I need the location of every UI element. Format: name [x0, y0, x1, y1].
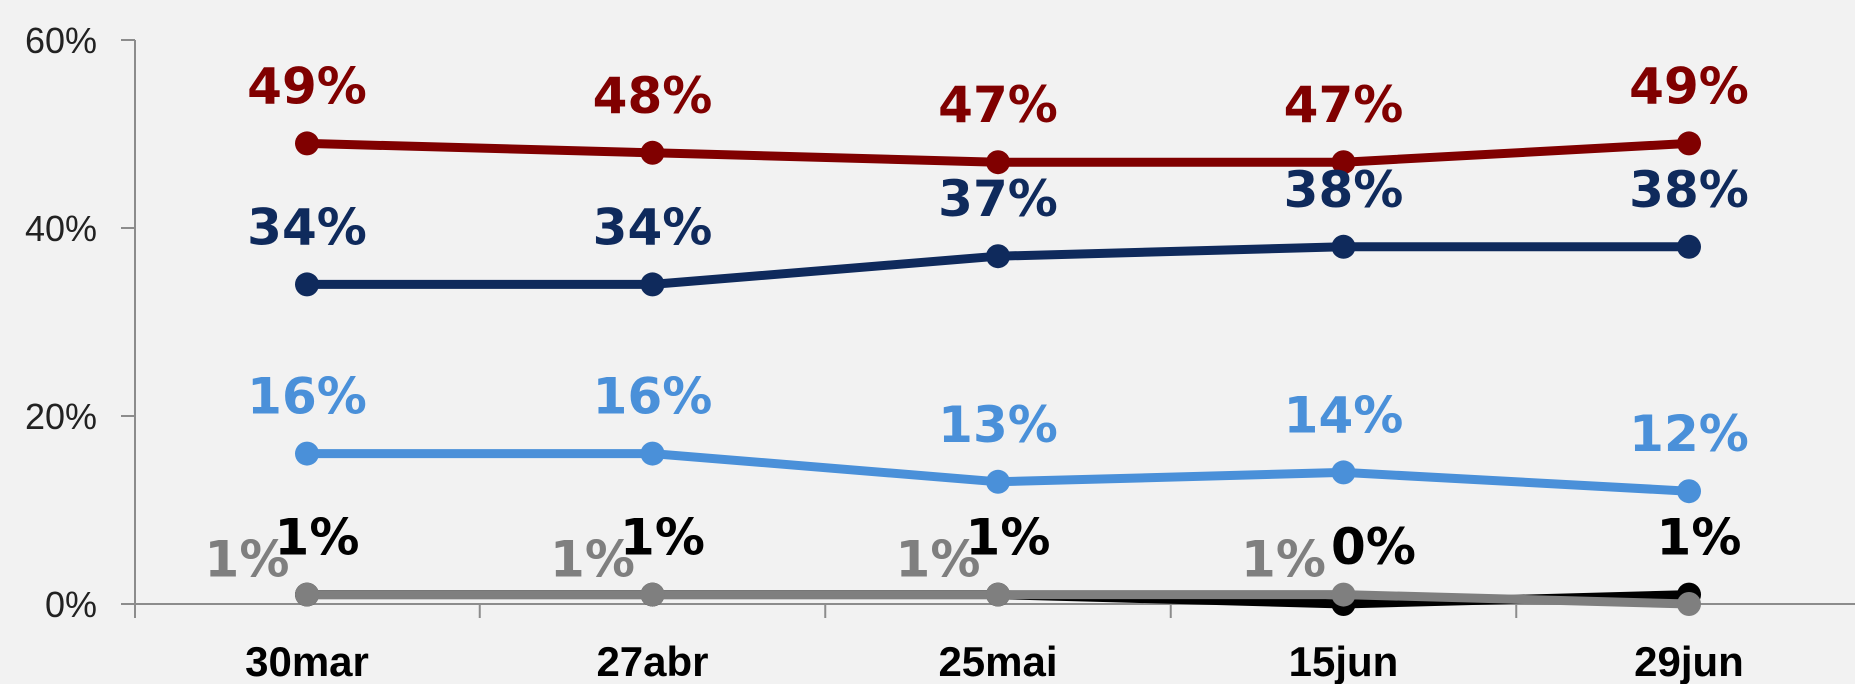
series-1	[295, 234, 1701, 297]
data-label: 49%	[1629, 57, 1749, 115]
y-tick-label: 40%	[25, 208, 97, 249]
data-point	[1331, 460, 1356, 485]
data-point	[1331, 582, 1356, 607]
x-category-label: 30mar	[245, 638, 369, 684]
data-point	[640, 582, 665, 607]
data-label: 38%	[1284, 161, 1404, 219]
data-label: 0%	[1331, 518, 1416, 576]
data-label: 48%	[593, 67, 713, 125]
data-point	[986, 582, 1010, 607]
series-4	[295, 582, 1701, 616]
data-point	[640, 441, 665, 466]
data-label: 12%	[1629, 405, 1749, 463]
data-label: 1%	[620, 509, 705, 567]
data-label: 1%	[896, 531, 981, 589]
data-label: 14%	[1284, 386, 1404, 444]
x-category-label: 27abr	[596, 638, 708, 684]
data-label: 16%	[247, 368, 367, 426]
data-point	[295, 441, 319, 466]
data-label: 34%	[247, 198, 367, 256]
data-label: 13%	[938, 396, 1058, 454]
data-label: 16%	[593, 368, 713, 426]
x-category-label: 15jun	[1289, 638, 1399, 684]
data-point	[986, 150, 1010, 175]
data-point	[986, 244, 1010, 269]
y-tick-label: 20%	[25, 396, 97, 437]
x-category-label: 25mai	[938, 638, 1057, 684]
data-point	[1677, 592, 1701, 616]
x-category-label: 29jun	[1634, 638, 1744, 684]
chart-axes: 0% 20% 40% 60% 30mar 27abr 25mai 15jun 29jun	[25, 20, 1855, 684]
data-label: 34%	[593, 198, 713, 256]
data-point	[295, 272, 319, 297]
data-point	[640, 272, 665, 297]
data-label: 38%	[1629, 161, 1749, 219]
data-point	[1331, 234, 1356, 259]
chart-series	[295, 131, 1701, 616]
data-label: 47%	[1284, 76, 1404, 134]
data-point	[295, 582, 319, 607]
data-label: 1%	[275, 509, 360, 567]
chart-data-labels: 49% 48% 47% 47% 49% 34% 34% 37% 38% 38% 16% 16% 13% 1…	[205, 57, 1749, 588]
data-point	[986, 469, 1010, 494]
series-0	[295, 131, 1701, 175]
y-tick-label: 60%	[25, 20, 97, 61]
data-label: 47%	[938, 76, 1058, 134]
data-label: 1%	[1657, 509, 1742, 567]
series-2	[295, 441, 1701, 504]
data-label: 1%	[550, 531, 635, 589]
data-point	[1677, 131, 1701, 156]
data-label: 1%	[1241, 531, 1326, 589]
data-label: 1%	[205, 531, 290, 589]
data-point	[1677, 479, 1701, 504]
data-point	[1677, 234, 1701, 259]
data-point	[1331, 150, 1356, 175]
data-label: 49%	[247, 57, 367, 115]
y-tick-label: 0%	[45, 584, 97, 625]
data-point	[640, 140, 665, 165]
data-label: 37%	[938, 170, 1058, 228]
data-label: 1%	[966, 509, 1051, 567]
data-point	[295, 131, 319, 156]
